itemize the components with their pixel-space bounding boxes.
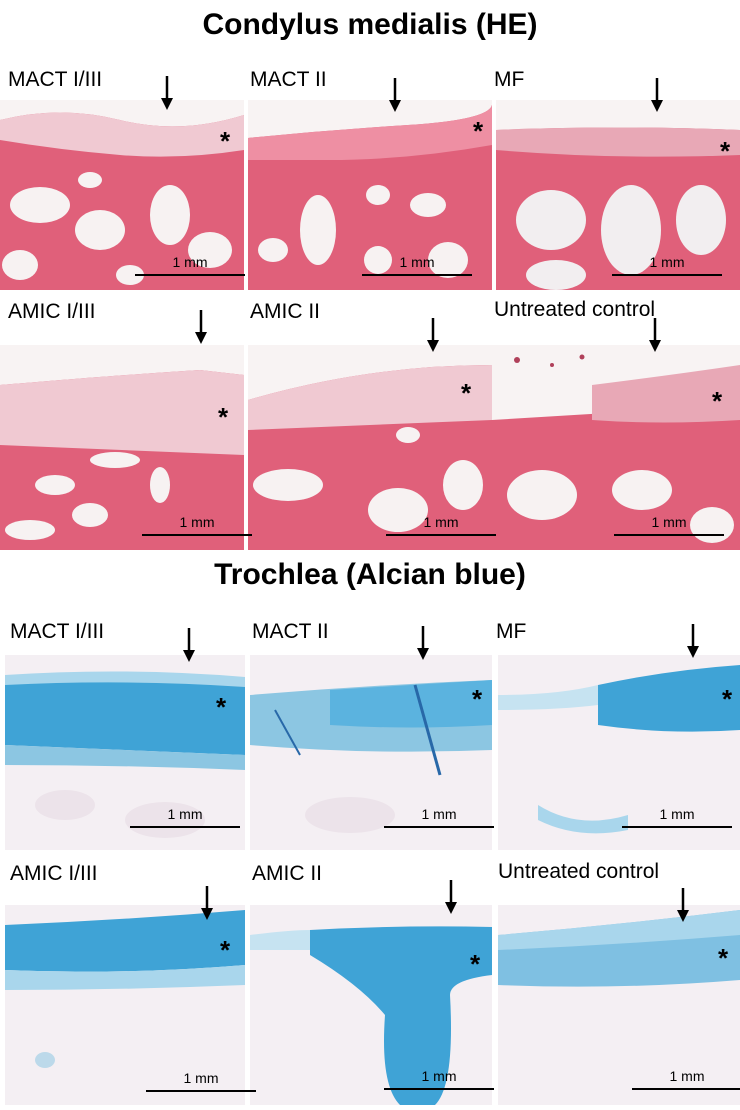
panel-label-amic-2-he: AMIC II: [250, 300, 321, 323]
asterisk-marker: *: [473, 116, 484, 146]
asterisk-marker: *: [470, 949, 481, 979]
panel-label-mf-he: MF: [494, 68, 525, 91]
scale-bar-label: 1 mm: [183, 1070, 219, 1086]
histology-image-mact-1-3-ab: [5, 655, 245, 850]
scale-bar: 1 mm: [142, 514, 252, 540]
histology-image-mact-2-he: [248, 100, 492, 290]
asterisk-marker: *: [218, 402, 229, 432]
panel-label-mact-1-3-ab: MACT I/III: [10, 620, 105, 643]
scale-bar-label: 1 mm: [659, 806, 695, 822]
scale-bar-label: 1 mm: [669, 1068, 705, 1084]
scale-bar: 1 mm: [384, 806, 494, 832]
arrow-down-icon: [687, 624, 699, 658]
scale-bar-label: 1 mm: [421, 806, 457, 822]
asterisk-marker: *: [712, 386, 723, 416]
panel-label-untreated-he: Untreated control: [494, 298, 656, 321]
scale-bar-label: 1 mm: [399, 254, 435, 270]
asterisk-marker: *: [461, 378, 472, 408]
asterisk-marker: *: [720, 136, 731, 166]
arrow-down-icon: [649, 318, 661, 352]
histology-image-amic-2-he: [248, 345, 492, 550]
histology-image-mact-1-3-he: [0, 100, 244, 290]
asterisk-marker: *: [718, 943, 729, 973]
panel-label-mf-ab: MF: [496, 620, 527, 643]
scale-bar: 1 mm: [135, 254, 245, 280]
asterisk-marker: *: [472, 684, 483, 714]
arrow-down-icon: [183, 628, 195, 662]
asterisk-marker: *: [220, 935, 231, 965]
arrow-down-icon: [389, 78, 401, 112]
histology-image-mf-he: [496, 100, 740, 290]
arrow-down-icon: [445, 880, 457, 914]
arrow-down-icon: [417, 626, 429, 660]
arrow-down-icon: [195, 310, 207, 344]
section-title-trochlea: Trochlea (Alcian blue): [214, 558, 526, 591]
scale-bar-label: 1 mm: [423, 514, 459, 530]
scale-bar-label: 1 mm: [421, 1068, 457, 1084]
histology-image-untreated-he: [492, 345, 740, 550]
scale-bar: 1 mm: [384, 1068, 494, 1094]
section-title-condylus: Condylus medialis (HE): [202, 8, 538, 41]
scale-bar: 1 mm: [632, 1068, 740, 1094]
panel-label-untreated-ab: Untreated control: [498, 860, 660, 883]
panel-label-mact-1-3-he: MACT I/III: [8, 68, 103, 91]
arrow-down-icon: [677, 888, 689, 922]
scale-bar: 1 mm: [146, 1070, 256, 1096]
panel-label-mact-2-ab: MACT II: [252, 620, 329, 643]
histology-image-mact-2-ab: [250, 655, 492, 850]
histology-image-mf-ab: [498, 655, 740, 850]
arrow-down-icon: [427, 318, 439, 352]
panel-label-mact-2-he: MACT II: [250, 68, 327, 91]
scale-bar-label: 1 mm: [649, 254, 685, 270]
histology-image-amic-2-ab: [250, 905, 492, 1105]
arrow-down-icon: [201, 886, 213, 920]
histology-image-amic-1-3-he: [0, 345, 244, 550]
scale-bar: 1 mm: [622, 806, 732, 832]
asterisk-marker: *: [216, 692, 227, 722]
panel-label-amic-1-3-ab: AMIC I/III: [10, 862, 98, 885]
scale-bar: 1 mm: [130, 806, 240, 832]
asterisk-marker: *: [220, 126, 231, 156]
arrow-down-icon: [161, 76, 173, 110]
scale-bar-label: 1 mm: [651, 514, 687, 530]
scale-bar-label: 1 mm: [179, 514, 215, 530]
scale-bar-label: 1 mm: [172, 254, 208, 270]
scale-bar: 1 mm: [614, 514, 724, 540]
panel-label-amic-1-3-he: AMIC I/III: [8, 300, 96, 323]
scale-bar: 1 mm: [362, 254, 472, 280]
histology-image-untreated-ab: [498, 905, 740, 1105]
scale-bar: 1 mm: [386, 514, 496, 540]
histology-image-amic-1-3-ab: [5, 905, 245, 1105]
panel-label-amic-2-ab: AMIC II: [252, 862, 323, 885]
asterisk-marker: *: [722, 684, 733, 714]
scale-bar-label: 1 mm: [167, 806, 203, 822]
scale-bar: 1 mm: [612, 254, 722, 280]
arrow-down-icon: [651, 78, 663, 112]
